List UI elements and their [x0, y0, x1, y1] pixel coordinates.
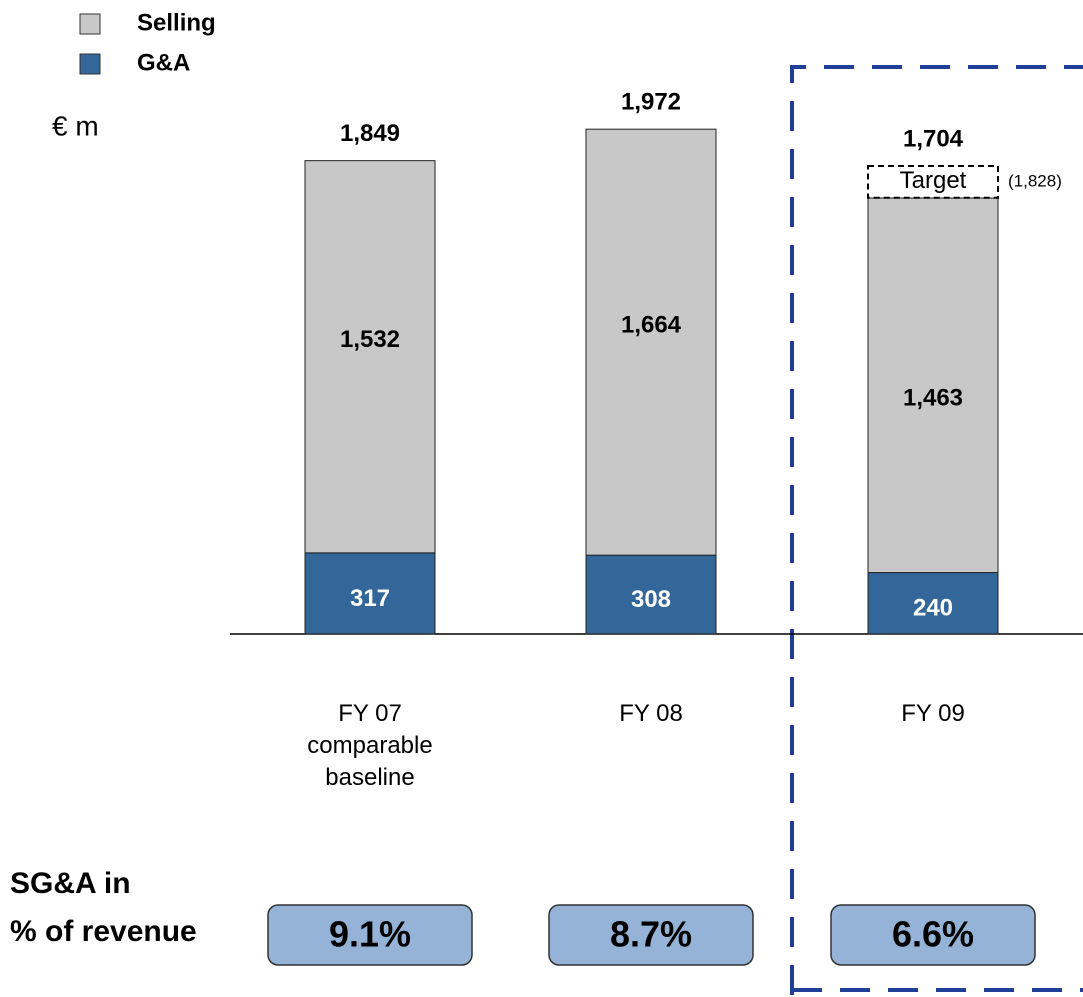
legend-swatch: [79, 53, 101, 75]
category-label: FY 08: [619, 700, 683, 727]
bar-segment: [585, 128, 717, 556]
share-value: 8.7%: [610, 914, 692, 955]
total-label: 1,704: [903, 125, 964, 152]
share-box: [548, 904, 754, 966]
share-value: 9.1%: [329, 914, 411, 955]
bar-segment: [585, 554, 717, 635]
unit-label: € m: [52, 110, 99, 141]
bar-segment: [304, 160, 436, 554]
bar-segment: [304, 552, 436, 635]
value-label: 308: [631, 586, 671, 613]
value-label: 1,664: [621, 312, 682, 339]
target-box: [867, 165, 999, 199]
share-box: [830, 904, 1036, 966]
total-label: 1,972: [621, 89, 681, 116]
legend-label: G&A: [137, 49, 190, 76]
category-label: FY 07 comparable baseline: [307, 700, 433, 791]
value-label: 1,463: [903, 385, 963, 412]
value-label: 317: [350, 585, 390, 612]
share-value: 6.6%: [892, 914, 974, 955]
bar-segment: [867, 197, 999, 574]
value-label: 1,532: [340, 326, 400, 353]
category-label: FY 09: [901, 700, 965, 727]
total-label: 1,849: [340, 120, 400, 147]
share-label: SG&A in % of revenue: [10, 867, 197, 948]
target-value: (1,828): [1008, 171, 1062, 190]
share-box: [267, 904, 473, 966]
value-label: 240: [913, 595, 953, 622]
bar-segment: [867, 572, 999, 635]
legend-swatch: [79, 13, 101, 35]
legend-label: Selling: [137, 9, 216, 36]
highlight-frame: [790, 65, 1083, 995]
target-label: Target: [900, 167, 967, 194]
